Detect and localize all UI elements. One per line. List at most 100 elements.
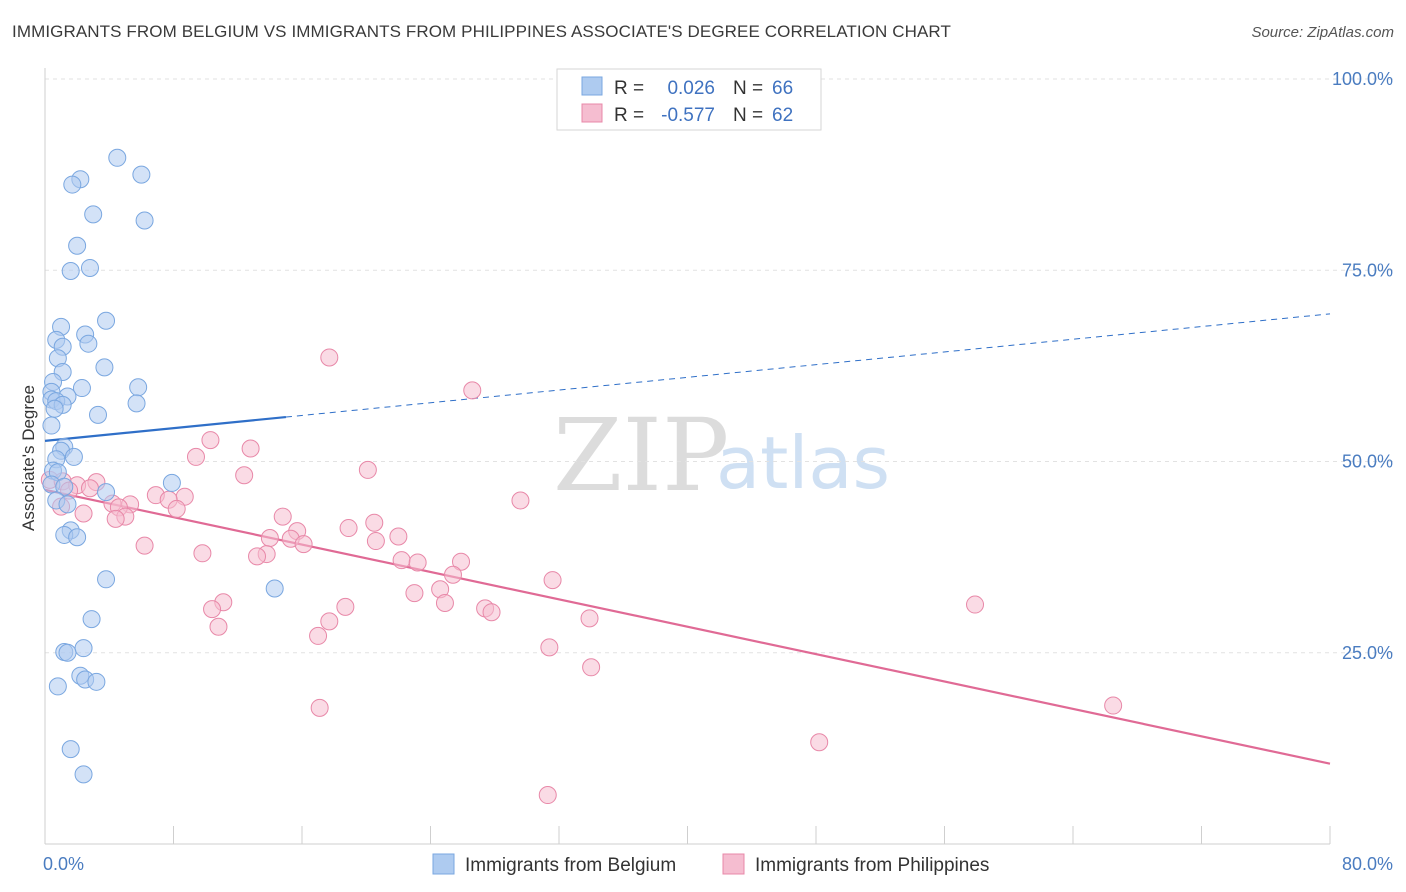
gridlines: [45, 78, 1393, 654]
philippines-point: [248, 547, 267, 566]
chart-title: IMMIGRANTS FROM BELGIUM VS IMMIGRANTS FR…: [12, 22, 951, 41]
watermark-zip: ZIP: [553, 397, 729, 514]
philippines-point: [294, 535, 313, 554]
philippines-point: [389, 527, 408, 546]
philippines-point: [339, 519, 358, 538]
y-tick-labels: 100.0% 75.0% 50.0% 25.0%: [1332, 69, 1393, 663]
philippines-point: [435, 594, 454, 613]
legend-swatch: [581, 103, 603, 123]
belgium-point: [108, 148, 127, 167]
belgium-point: [42, 416, 61, 435]
philippines-point: [538, 786, 557, 805]
philippines-point: [405, 584, 424, 603]
y-tick-label: 100.0%: [1332, 69, 1393, 89]
belgium-point: [64, 447, 83, 466]
legend-r-value: -0.577: [661, 105, 715, 126]
axes: [44, 68, 1331, 845]
philippines-point: [443, 565, 462, 584]
belgium-point: [74, 765, 93, 784]
philippines-point: [241, 439, 260, 458]
belgium-point: [95, 358, 114, 377]
philippines-point: [260, 529, 279, 547]
philippines-point: [543, 571, 562, 590]
watermark: ZIP atlas: [553, 397, 890, 514]
philippines-point: [310, 698, 329, 717]
belgium-point: [82, 610, 101, 629]
belgium-point: [61, 262, 80, 281]
belgium-point: [68, 236, 87, 255]
philippines-point: [1104, 696, 1123, 715]
belgium-point: [265, 579, 284, 598]
philippines-point: [810, 733, 829, 752]
belgium-legend-label: Immigrants from Belgium: [465, 855, 676, 876]
legend: R = 0.026 N = 66 R = -0.577 N = 62: [556, 68, 822, 131]
philippines-point: [452, 552, 471, 571]
belgium-point: [80, 258, 99, 277]
belgium-point: [63, 175, 82, 194]
belgium-point: [97, 311, 116, 330]
watermark-atlas: atlas: [716, 421, 890, 505]
philippines-point: [235, 466, 254, 485]
philippines-point: [80, 479, 99, 498]
series-legend: Immigrants from Belgium Immigrants from P…: [432, 853, 989, 876]
legend-r-value: 0.026: [667, 78, 715, 99]
philippines-point: [511, 491, 530, 510]
philippines-point: [365, 513, 384, 532]
philippines-point: [201, 431, 220, 450]
philippines-point: [309, 626, 328, 645]
philippines-point: [135, 536, 154, 555]
data-points: [40, 148, 1123, 805]
belgium-point: [135, 211, 154, 230]
philippines-point: [209, 617, 228, 636]
belgium-point: [97, 483, 116, 502]
philippines-point: [167, 499, 186, 518]
belgium-point: [132, 165, 151, 184]
source-label: Source: ZipAtlas.com: [1251, 24, 1394, 41]
legend-n-label: N =: [733, 78, 763, 99]
philippines-point: [463, 381, 482, 400]
philippines-legend-label: Immigrants from Philippines: [755, 855, 989, 876]
trend-lines: [44, 313, 1331, 765]
legend-r-label: R =: [614, 105, 644, 126]
belgium-trend-line-solid: [44, 415, 287, 442]
philippines-point: [580, 609, 599, 628]
belgium-point: [162, 473, 181, 492]
belgium-point: [58, 495, 77, 514]
y-tick-label: 75.0%: [1342, 260, 1393, 280]
philippines-point: [336, 597, 355, 616]
philippines-point: [320, 348, 339, 367]
belgium-point: [84, 205, 103, 224]
belgium-point: [61, 740, 80, 759]
philippines-point: [186, 447, 205, 466]
philippines-point: [203, 600, 222, 619]
belgium-point: [87, 672, 106, 691]
x-tick-labels: 0.0% 80.0%: [43, 854, 1393, 874]
x-tick-label-min: 0.0%: [43, 854, 84, 874]
legend-r-label: R =: [614, 78, 644, 99]
belgium-point: [72, 379, 91, 398]
belgium-point: [55, 477, 74, 496]
y-tick-label: 25.0%: [1342, 643, 1393, 663]
philippines-point: [582, 658, 601, 677]
legend-n-value: 62: [772, 105, 793, 126]
philippines-trend-line: [44, 488, 1331, 765]
philippines-point: [273, 507, 292, 526]
philippines-point: [320, 612, 339, 631]
x-tick-label-max: 80.0%: [1342, 854, 1393, 874]
belgium-point: [89, 405, 108, 424]
philippines-point: [408, 553, 427, 572]
philippines-point: [106, 509, 125, 528]
philippines-point: [540, 638, 559, 657]
legend-n-label: N =: [733, 105, 763, 126]
philippines-point: [392, 551, 411, 570]
belgium-point: [58, 643, 77, 662]
philippines-point: [193, 544, 212, 563]
philippines-point: [482, 603, 501, 622]
belgium-point: [74, 639, 93, 658]
belgium-legend-swatch: [432, 853, 455, 875]
belgium-point: [97, 570, 116, 589]
philippines-legend-swatch: [722, 853, 745, 875]
philippines-point: [366, 532, 385, 551]
philippines-point: [358, 460, 377, 479]
